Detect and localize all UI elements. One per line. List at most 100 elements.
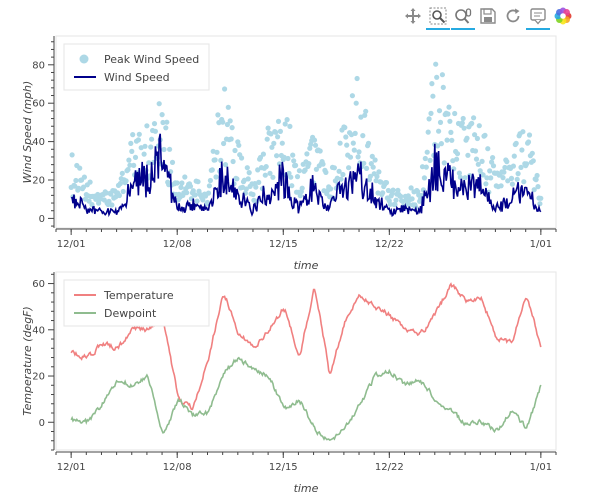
peak-wind-point	[472, 148, 479, 154]
peak-wind-point	[449, 137, 455, 143]
peak-wind-point	[286, 170, 292, 176]
peak-wind-point	[285, 155, 291, 162]
legend-label: Wind Speed	[104, 71, 170, 84]
box-zoom-icon	[429, 7, 447, 25]
peak-wind-point	[290, 152, 296, 158]
peak-wind-point	[392, 202, 398, 208]
peak-wind-point	[426, 116, 432, 122]
bokeh-logo[interactable]	[552, 5, 574, 27]
peak-wind-point	[106, 198, 112, 204]
wind-speed-line	[70, 133, 542, 218]
pan-tool[interactable]	[402, 5, 424, 27]
plot-area[interactable]	[55, 35, 557, 229]
legend[interactable]: Peak Wind Speed Wind Speed	[63, 43, 210, 91]
peak-wind-point	[152, 128, 158, 134]
peak-wind-point	[350, 140, 356, 146]
peak-wind-point	[473, 156, 480, 162]
peak-wind-point	[429, 81, 435, 87]
peak-wind-point	[297, 193, 303, 199]
legend[interactable]: Temperature Dewpoint	[63, 279, 210, 327]
peak-wind-point	[269, 144, 275, 150]
wind-speed-chart[interactable]: 0 20 40 60 80 12/01 12/08 12/15 12/22 1/01 time Win…	[0, 30, 600, 272]
peak-wind-point	[125, 167, 131, 173]
peak-wind-point	[395, 187, 401, 193]
peak-wind-point	[398, 193, 404, 199]
peak-wind-point	[511, 153, 517, 159]
peak-wind-point	[313, 166, 319, 172]
peak-wind-point	[459, 120, 465, 126]
peak-wind-point	[513, 140, 519, 146]
peak-wind-point	[255, 167, 261, 173]
wheel-zoom-tool[interactable]	[451, 5, 475, 30]
peak-wind-point	[475, 161, 481, 167]
peak-wind-point	[428, 110, 434, 116]
peak-wind-point	[312, 142, 319, 148]
peak-wind-point	[119, 170, 125, 176]
legend-item[interactable]: Temperature	[74, 289, 174, 302]
peak-wind-point	[353, 100, 359, 106]
peak-wind-point	[77, 165, 83, 171]
peak-wind-point	[236, 142, 242, 148]
peak-wind-point	[117, 180, 123, 187]
peak-wind-point	[206, 183, 212, 189]
hover-tool[interactable]	[526, 5, 550, 30]
peak-wind-point	[480, 172, 486, 178]
peak-wind-point	[531, 187, 537, 193]
peak-wind-point	[346, 165, 352, 171]
peak-wind-point	[508, 175, 515, 181]
peak-wind-point	[514, 176, 520, 182]
peak-wind-point	[304, 151, 310, 157]
dewpoint-line	[70, 356, 542, 442]
peak-wind-point	[454, 156, 460, 162]
y-axis-label: Temperature (degF)	[21, 306, 34, 416]
peak-wind-point	[433, 61, 439, 67]
peak-wind-point	[169, 159, 176, 165]
legend-item[interactable]: Wind Speed	[74, 71, 170, 84]
peak-wind-point	[178, 184, 184, 190]
x-tick-label: 12/01	[57, 239, 86, 250]
x-tick-label: 12/08	[163, 239, 192, 250]
peak-wind-point	[457, 174, 463, 180]
peak-wind-point	[437, 119, 444, 125]
peak-wind-point	[347, 154, 354, 160]
peak-wind-point	[159, 112, 165, 118]
legend-box	[63, 43, 210, 91]
peak-wind-point	[182, 174, 188, 180]
reset-tool[interactable]	[502, 5, 524, 27]
peak-wind-point	[530, 158, 536, 164]
peak-wind-point	[451, 166, 457, 172]
peak-wind-point	[370, 164, 376, 170]
legend-item[interactable]: Dewpoint	[74, 307, 157, 320]
peak-wind-point	[430, 93, 436, 99]
peak-wind-point	[421, 175, 427, 181]
peak-wind-point	[148, 144, 154, 150]
temperature-chart[interactable]: 0 20 40 60 12/01 12/08 12/15 12/22 1/01 time Tempe…	[0, 268, 600, 499]
peak-wind-point	[372, 157, 378, 163]
peak-wind-point	[149, 136, 155, 142]
plot-area[interactable]	[55, 271, 557, 451]
peak-wind-point	[192, 192, 198, 198]
peak-wind-point	[406, 201, 412, 208]
peak-wind-point	[454, 151, 461, 157]
peak-wind-point	[263, 164, 269, 170]
y-axis-label: Wind Speed (mph)	[21, 81, 34, 184]
peak-wind-point	[116, 192, 122, 199]
peak-wind-point	[441, 160, 447, 166]
peak-wind-point	[361, 160, 367, 166]
peak-wind-point	[356, 149, 362, 155]
peak-wind-point	[276, 161, 283, 167]
peak-wind-point	[446, 104, 452, 110]
peak-wind-point	[271, 140, 277, 146]
save-tool[interactable]	[477, 5, 499, 27]
y-tick-label: 20	[32, 176, 45, 187]
peak-wind-point	[167, 146, 173, 152]
peak-wind-point	[200, 197, 206, 203]
peak-wind-point	[291, 158, 297, 164]
peak-wind-point	[487, 168, 493, 174]
peak-wind-point	[351, 147, 357, 153]
peak-wind-point	[243, 186, 249, 192]
peak-wind-point	[213, 174, 219, 180]
legend-item[interactable]: Peak Wind Speed	[79, 53, 200, 66]
box-zoom-tool[interactable]	[426, 5, 450, 30]
peak-wind-point	[262, 172, 268, 178]
